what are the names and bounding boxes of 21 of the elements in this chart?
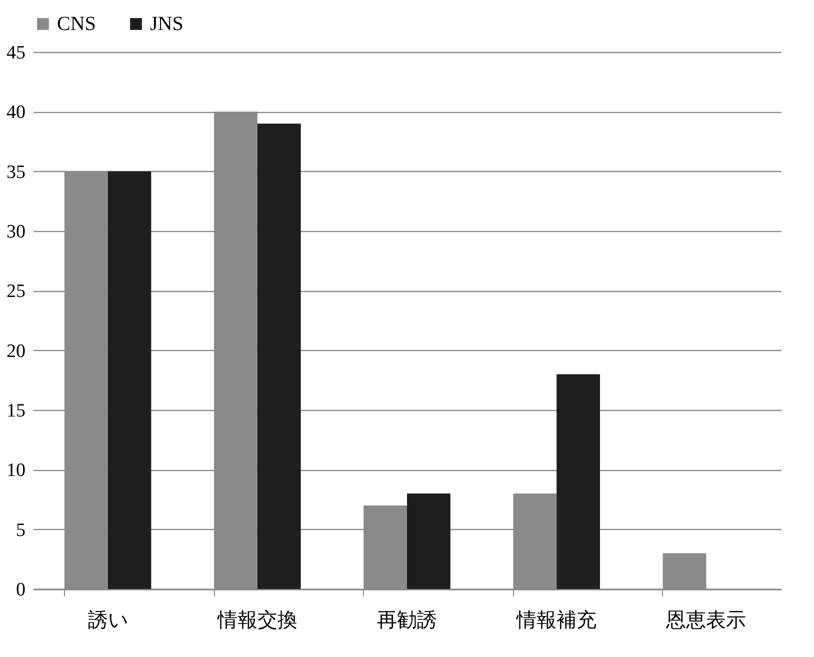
bar: [407, 494, 450, 589]
x-tick-label: 誘い: [88, 610, 128, 632]
bar: [556, 374, 600, 589]
y-tick-label: 10: [6, 460, 26, 482]
y-tick-label: 45: [6, 42, 26, 64]
y-tick-label: 25: [6, 281, 26, 302]
y-tick-label: 15: [6, 400, 26, 422]
y-tick-label: 5: [16, 520, 26, 541]
legend-label: CNS: [57, 13, 96, 35]
y-tick-label: 35: [6, 162, 26, 183]
y-tick-label: 30: [6, 222, 26, 242]
x-tick-label: 情報補充: [516, 610, 597, 632]
x-tick-label: 再勧誘: [377, 610, 437, 632]
x-tick-label: 情報交換: [216, 610, 298, 632]
x-tick-label: 恩恵表示: [665, 610, 746, 632]
y-tick-label: 20: [6, 340, 26, 362]
legend-label: JNS: [150, 13, 184, 35]
y-tick-label: 0: [16, 580, 26, 600]
y-tick-label: 40: [6, 102, 26, 124]
bar: [257, 124, 301, 589]
bar: [108, 171, 152, 589]
